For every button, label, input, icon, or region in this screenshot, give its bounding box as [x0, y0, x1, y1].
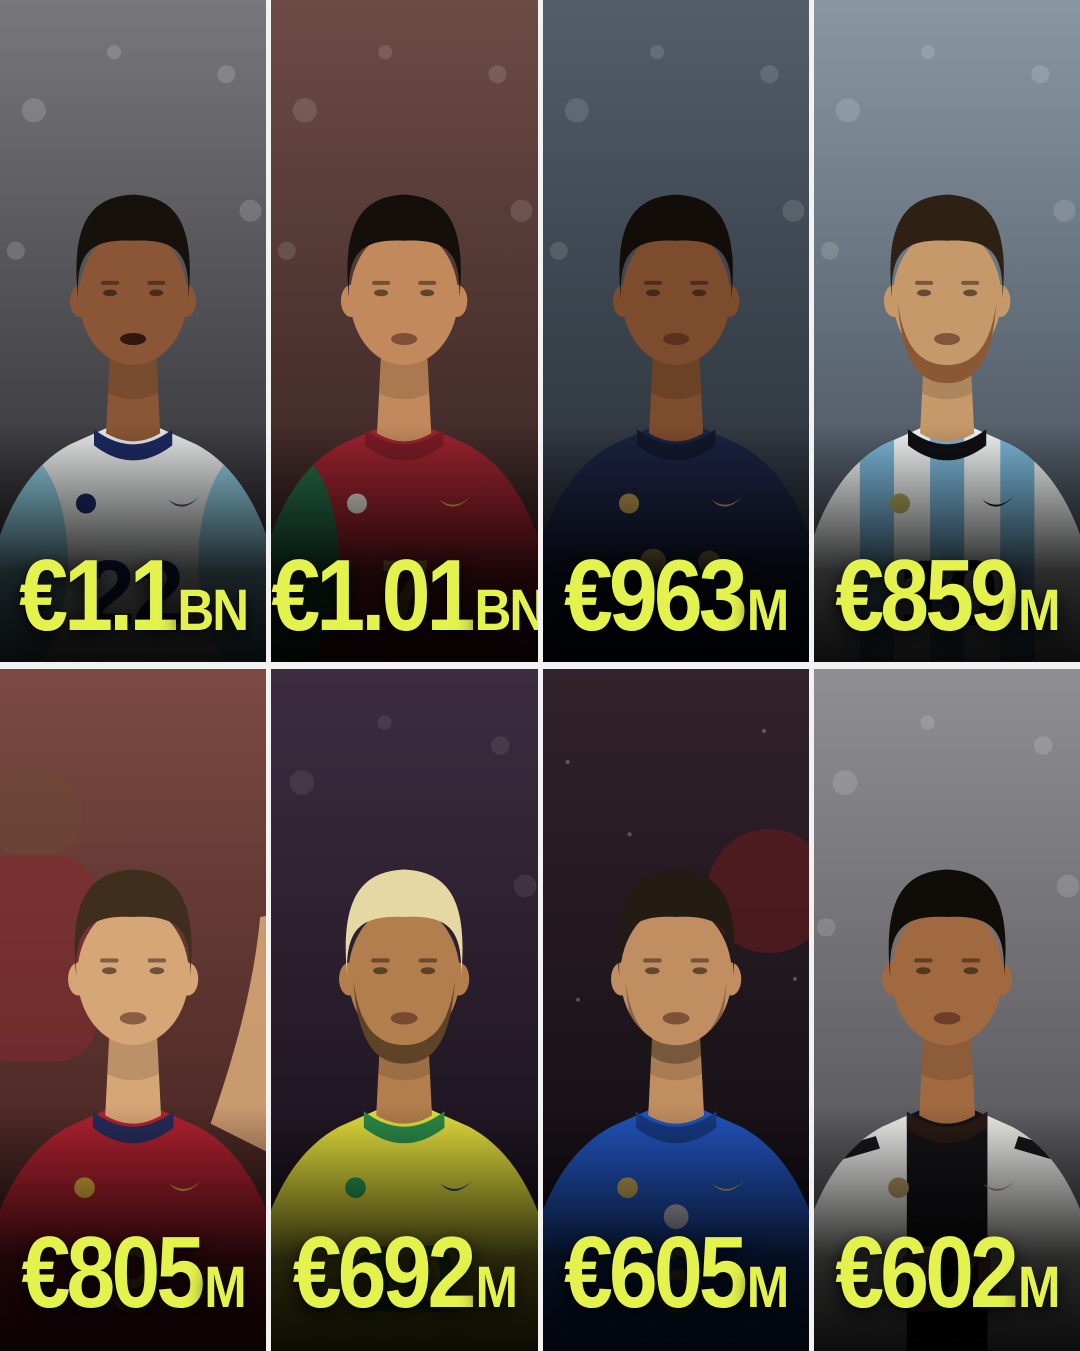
- neck: [647, 1032, 704, 1124]
- value-unit: M: [475, 1254, 518, 1320]
- bokeh-lights: [6, 45, 262, 260]
- player-head: [69, 194, 197, 366]
- market-value-label: €1.1BN: [0, 544, 266, 646]
- face-features: [100, 958, 167, 1025]
- bokeh-lights: [289, 715, 537, 898]
- team-crest: [347, 493, 368, 514]
- face-features: [371, 958, 438, 1025]
- value-unit: M: [204, 1254, 246, 1320]
- market-value-label: €605M: [543, 1221, 809, 1323]
- face-features: [643, 280, 708, 346]
- neck-shadow: [379, 353, 430, 400]
- bokeh-lights: [277, 45, 533, 260]
- neck-shadow: [921, 1032, 973, 1081]
- hair: [617, 869, 735, 977]
- player-card-bellingham: 22: [0, 0, 267, 662]
- neck: [105, 1032, 162, 1124]
- beard: [624, 981, 727, 1064]
- market-value-label: €602M: [814, 1221, 1080, 1323]
- player-head: [341, 194, 468, 366]
- player-card-musiala: 14 €602M: [813, 669, 1080, 1351]
- face-features: [372, 280, 437, 346]
- player-head: [68, 869, 199, 1046]
- bokeh-lights: [565, 728, 797, 1002]
- player-head: [883, 194, 1011, 384]
- value-unit: M: [1018, 577, 1060, 643]
- team-crest: [618, 493, 639, 514]
- face-features: [913, 958, 980, 1025]
- neck: [648, 353, 703, 442]
- player-card-gavi: 9 €805M: [0, 669, 267, 1351]
- neck-shadow: [650, 353, 701, 400]
- value-amount: €692: [292, 1214, 477, 1329]
- bokeh-lights: [549, 45, 805, 260]
- beard: [897, 302, 997, 384]
- value-amount: €1.1: [19, 537, 178, 652]
- player-head: [610, 869, 741, 1064]
- value-amount: €963: [563, 537, 748, 652]
- neck-shadow: [107, 1032, 159, 1081]
- value-amount: €602: [835, 1214, 1019, 1329]
- hair: [347, 194, 462, 299]
- value-unit: M: [746, 577, 789, 643]
- value-unit: M: [1018, 1254, 1060, 1320]
- team-crest: [345, 1177, 367, 1199]
- hair: [345, 869, 463, 977]
- bokeh-lights: [820, 45, 1076, 260]
- team-crest: [75, 493, 97, 514]
- player-card-neymar: 10: [271, 669, 538, 1351]
- hair: [890, 194, 1004, 299]
- team-crest: [74, 1177, 95, 1199]
- value-amount: €859: [835, 537, 1019, 652]
- hair: [618, 194, 733, 299]
- value-unit: BN: [177, 577, 249, 643]
- hair: [888, 869, 1006, 977]
- face-features: [642, 958, 709, 1025]
- bokeh-lights: [816, 715, 1080, 937]
- neck-shadow: [108, 353, 159, 400]
- team-crest: [616, 1177, 638, 1199]
- player-head: [612, 194, 739, 366]
- value-amount: €805: [21, 1214, 205, 1329]
- team-crest: [887, 1177, 909, 1199]
- market-value-label: €1.01BN: [271, 544, 538, 646]
- beard: [353, 981, 456, 1064]
- neck: [377, 353, 432, 442]
- player-head: [339, 869, 470, 1064]
- background-teammate: [0, 766, 97, 1062]
- market-value-label: €805M: [0, 1221, 266, 1323]
- value-amount: €605: [563, 1214, 748, 1329]
- player-card-mbappe: €963M: [542, 0, 809, 662]
- value-amount: €1.01: [271, 537, 475, 652]
- player-head: [881, 869, 1012, 1046]
- face-features: [101, 280, 166, 346]
- raised-arm: [210, 915, 267, 1152]
- neck: [918, 1032, 975, 1124]
- market-value-label: €859M: [814, 544, 1080, 646]
- face-features: [914, 280, 979, 346]
- player-card-verratti: 6: [542, 669, 809, 1351]
- hair: [74, 869, 192, 977]
- player-card-ronaldo: 7: [271, 0, 538, 662]
- market-value-label: €692M: [271, 1221, 537, 1323]
- neck-shadow: [649, 1032, 702, 1081]
- value-unit: M: [746, 1254, 789, 1320]
- neck: [106, 353, 161, 442]
- hair: [76, 194, 190, 299]
- market-value-label: €963M: [543, 544, 809, 646]
- team-crest: [889, 493, 910, 514]
- player-card-messi: 10: [813, 0, 1080, 662]
- value-unit: BN: [474, 577, 538, 643]
